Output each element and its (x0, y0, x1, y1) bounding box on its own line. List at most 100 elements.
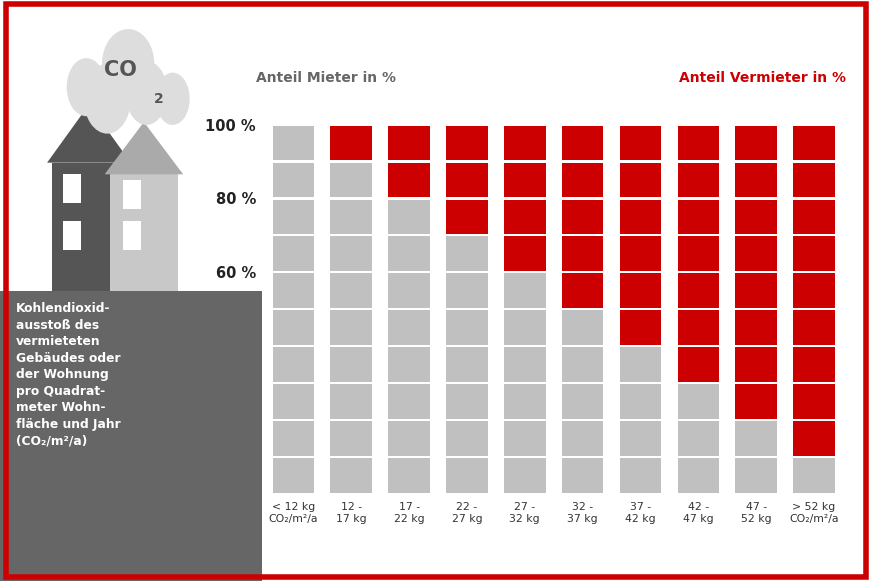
Bar (388, 310, 430, 345)
Bar (504, 125, 546, 160)
Bar (273, 199, 314, 234)
Bar (678, 163, 719, 198)
Bar (620, 199, 661, 234)
Bar (388, 384, 430, 419)
Ellipse shape (126, 61, 167, 125)
Bar (735, 125, 777, 160)
Bar (446, 199, 487, 234)
Bar (562, 163, 603, 198)
Bar (273, 310, 314, 345)
Bar (562, 199, 603, 234)
Bar (504, 236, 546, 271)
Bar (620, 421, 661, 456)
Bar (678, 421, 719, 456)
Bar (273, 163, 314, 198)
Text: Kohlendioxid-
ausstoß des
vermieteten
Gebäudes oder
der Wohnung
pro Quadrat-
met: Kohlendioxid- ausstoß des vermieteten Ge… (16, 302, 120, 447)
Bar (735, 310, 777, 345)
Bar (273, 458, 314, 493)
Bar (562, 458, 603, 493)
Bar (446, 458, 487, 493)
Bar (794, 384, 835, 419)
Bar (562, 384, 603, 419)
Bar (735, 458, 777, 493)
Bar (388, 421, 430, 456)
Bar (330, 421, 372, 456)
Bar (678, 125, 719, 160)
Bar (330, 347, 372, 382)
Bar (446, 421, 487, 456)
Text: Anteil Mieter in %: Anteil Mieter in % (255, 71, 396, 85)
Bar (504, 310, 546, 345)
Bar (678, 199, 719, 234)
Bar (446, 125, 487, 160)
Bar (794, 421, 835, 456)
Bar (388, 199, 430, 234)
Bar (620, 384, 661, 419)
Bar (504, 274, 546, 308)
FancyBboxPatch shape (123, 180, 141, 209)
Bar (620, 236, 661, 271)
Bar (446, 347, 487, 382)
Bar (620, 310, 661, 345)
Text: 2: 2 (153, 92, 163, 106)
Ellipse shape (66, 58, 106, 116)
Ellipse shape (102, 29, 154, 99)
Bar (273, 236, 314, 271)
Bar (504, 458, 546, 493)
Bar (562, 125, 603, 160)
Bar (330, 125, 372, 160)
Bar (562, 274, 603, 308)
Bar (562, 310, 603, 345)
Bar (388, 163, 430, 198)
FancyBboxPatch shape (63, 174, 81, 203)
Bar (330, 163, 372, 198)
Bar (273, 384, 314, 419)
Bar (678, 458, 719, 493)
Polygon shape (52, 163, 126, 290)
Bar (504, 347, 546, 382)
Polygon shape (110, 174, 178, 290)
Bar (330, 310, 372, 345)
Text: CO: CO (104, 60, 137, 80)
Bar (735, 199, 777, 234)
Bar (446, 163, 487, 198)
Bar (273, 421, 314, 456)
Bar (330, 199, 372, 234)
Bar (446, 384, 487, 419)
Bar (446, 236, 487, 271)
Bar (735, 384, 777, 419)
Bar (678, 384, 719, 419)
Bar (562, 347, 603, 382)
Bar (446, 310, 487, 345)
Bar (273, 125, 314, 160)
Bar (678, 274, 719, 308)
Bar (794, 347, 835, 382)
Bar (562, 236, 603, 271)
Bar (735, 274, 777, 308)
Bar (388, 236, 430, 271)
Bar (330, 236, 372, 271)
Bar (388, 347, 430, 382)
Bar (678, 347, 719, 382)
Bar (794, 458, 835, 493)
Bar (388, 458, 430, 493)
Ellipse shape (156, 73, 190, 125)
Bar (388, 274, 430, 308)
FancyBboxPatch shape (0, 290, 262, 581)
Bar (735, 421, 777, 456)
Text: Anteil Vermieter in %: Anteil Vermieter in % (678, 71, 846, 85)
Bar (504, 163, 546, 198)
Bar (794, 236, 835, 271)
Bar (678, 310, 719, 345)
Bar (794, 163, 835, 198)
Bar (620, 347, 661, 382)
FancyBboxPatch shape (123, 221, 141, 250)
Bar (794, 199, 835, 234)
Bar (273, 274, 314, 308)
Ellipse shape (84, 64, 131, 134)
Bar (273, 347, 314, 382)
Bar (620, 274, 661, 308)
Bar (735, 163, 777, 198)
Bar (330, 384, 372, 419)
FancyBboxPatch shape (63, 221, 81, 250)
